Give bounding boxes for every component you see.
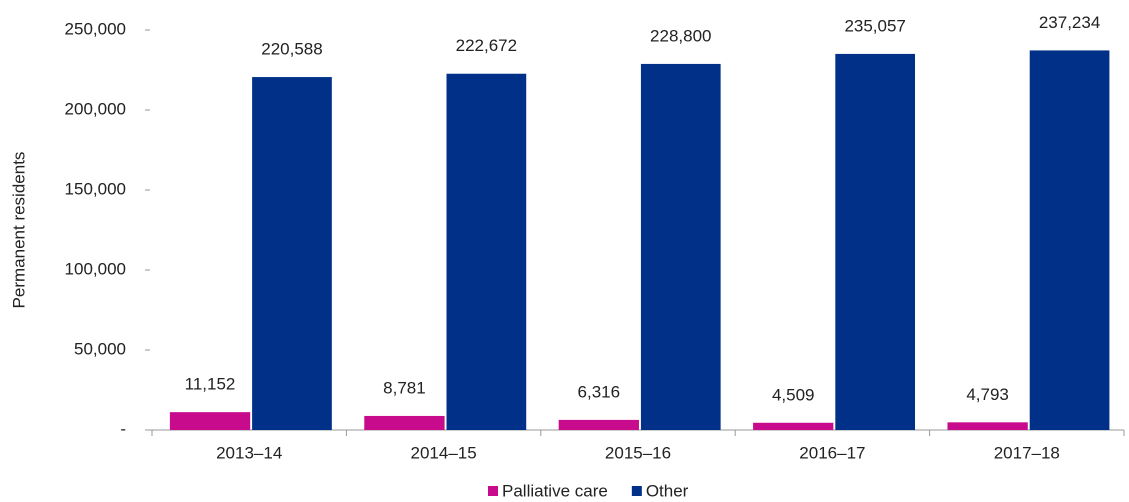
bar — [446, 73, 527, 431]
y-tick-label: - — [120, 419, 126, 438]
bar — [640, 63, 721, 431]
y-tick-label: 200,000 — [65, 99, 126, 118]
legend-swatch — [488, 486, 498, 496]
value-label: 222,672 — [456, 36, 517, 55]
y-tick-label: 150,000 — [65, 179, 126, 198]
x-tick-label: 2015–16 — [605, 443, 671, 462]
legend-label: Other — [646, 481, 689, 500]
bar — [558, 419, 639, 430]
x-tick-label: 2017–18 — [994, 443, 1060, 462]
value-label: 220,588 — [261, 40, 322, 59]
legend-swatch — [631, 486, 642, 496]
y-tick-label: 250,000 — [65, 19, 126, 38]
value-label: 228,800 — [650, 26, 711, 45]
x-tick-label: 2013–14 — [216, 443, 282, 462]
y-tick-label: 100,000 — [65, 259, 126, 278]
bar — [835, 53, 916, 430]
value-label: 4,509 — [772, 385, 815, 404]
value-label: 235,057 — [844, 16, 905, 35]
bar — [1029, 50, 1110, 430]
x-tick-label: 2016–17 — [799, 443, 865, 462]
x-tick-label: 2014–15 — [411, 443, 477, 462]
value-label: 11,152 — [185, 375, 236, 394]
value-label: 6,316 — [578, 382, 621, 401]
value-label: 8,781 — [383, 378, 426, 397]
bar — [252, 77, 332, 430]
value-label: 237,234 — [1039, 13, 1100, 32]
bar — [169, 412, 251, 430]
bar — [364, 415, 445, 430]
y-axis-title: Permanent residents — [9, 152, 28, 309]
legend-label: Palliative care — [502, 481, 608, 500]
y-tick-label: 50,000 — [74, 339, 126, 358]
bar — [947, 422, 1028, 430]
bar — [753, 422, 834, 430]
value-label: 4,793 — [966, 385, 1009, 404]
